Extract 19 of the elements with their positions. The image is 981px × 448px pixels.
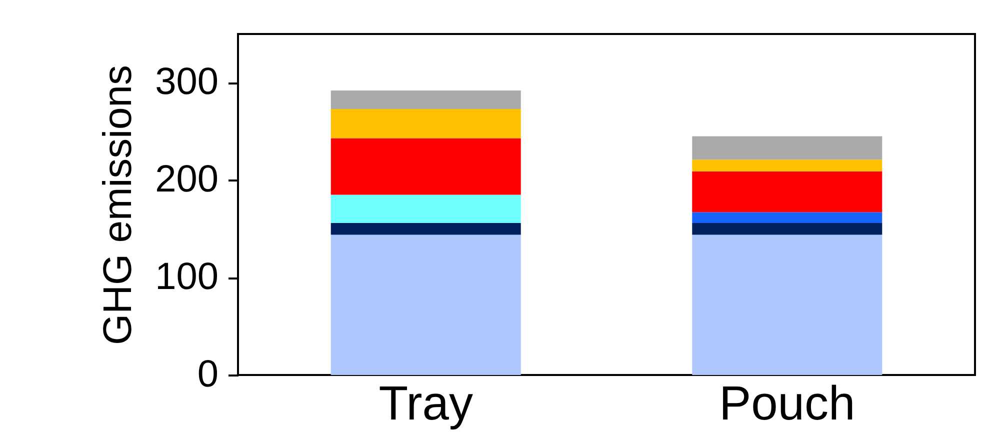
y-axis-title: GHG emissions [96, 64, 140, 346]
x-tick-label: Pouch [719, 378, 856, 430]
bar [692, 136, 882, 160]
bar [692, 212, 882, 224]
bar [692, 223, 882, 235]
bar [330, 223, 521, 235]
bar [330, 138, 521, 195]
x-tick-label: Tray [378, 378, 473, 430]
y-tick-label: 200 [155, 158, 218, 201]
y-tick-label: 300 [155, 61, 218, 104]
bar [330, 109, 521, 138]
y-tick-label: 0 [197, 354, 218, 396]
bar [692, 160, 882, 172]
bar [692, 171, 882, 212]
bar [330, 234, 521, 375]
bar [330, 90, 521, 110]
bar [692, 234, 882, 375]
bar [330, 194, 521, 224]
y-tick-label: 100 [155, 256, 218, 298]
